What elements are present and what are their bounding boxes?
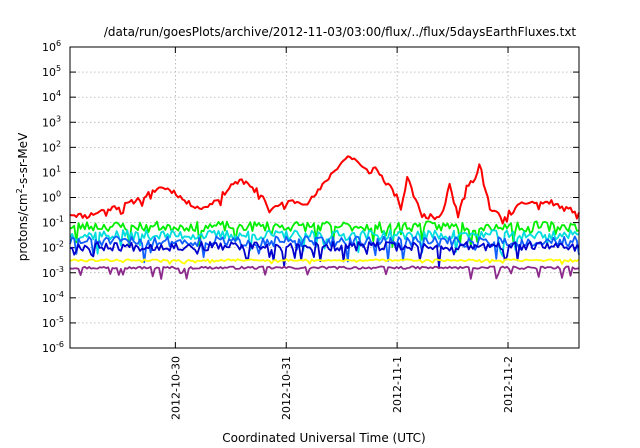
y-tick-exponent: 3 xyxy=(56,114,61,123)
y-tick-base: 10 xyxy=(42,91,56,104)
x-tick-label: 2012-10-30 xyxy=(169,356,182,420)
y-tick-label: 10 xyxy=(42,116,56,129)
series-line xyxy=(69,229,579,257)
y-tick-label: 10 xyxy=(42,292,56,305)
grid xyxy=(70,47,579,348)
y-tick-base: 10 xyxy=(42,141,56,154)
y-tick-exponent: 2 xyxy=(56,139,61,148)
x-axis: 2012-10-30 2012-10-31 2012-11-1 2012-11-2 xyxy=(169,47,515,420)
y-tick-exponent: 1 xyxy=(56,164,61,173)
y-tick-base: 10 xyxy=(42,217,56,230)
y-tick-label: 10 xyxy=(42,41,56,54)
y-tick-label: 10 xyxy=(42,342,56,355)
y-tick-exponent: -3 xyxy=(56,265,64,274)
y-tick-exponent: 6 xyxy=(56,39,61,48)
y-tick-label: 10 xyxy=(42,166,56,179)
y-tick-label: 10 xyxy=(42,141,56,154)
y-tick-label: 10 xyxy=(42,66,56,79)
y-tick-exponent: -4 xyxy=(56,290,64,299)
y-tick-exponent: 0 xyxy=(56,190,61,199)
y-tick-exponent: -2 xyxy=(56,240,64,249)
series-line xyxy=(69,258,580,265)
plot-frame xyxy=(69,46,580,349)
y-tick-base: 10 xyxy=(42,192,56,205)
y-tick-base: 10 xyxy=(42,166,56,179)
y-tick-exponent: -1 xyxy=(56,215,64,224)
x-tick-label: 2012-11-2 xyxy=(502,356,515,413)
y-label-unit: protons/cm xyxy=(16,193,30,261)
x-tick-label: 2012-10-31 xyxy=(280,356,293,420)
y-tick-base: 10 xyxy=(42,342,56,355)
series-group xyxy=(69,155,580,280)
y-tick-label: 10 xyxy=(42,192,56,205)
x-tick-label: 2012-11-1 xyxy=(391,356,404,413)
y-tick-label: 10 xyxy=(42,267,56,280)
series-line xyxy=(69,235,580,264)
y-tick-label: 10 xyxy=(42,242,56,255)
y-tick-base: 10 xyxy=(42,242,56,255)
y-tick-base: 10 xyxy=(42,116,56,129)
y-tick-label: 10 xyxy=(42,317,56,330)
y-tick-base: 10 xyxy=(42,41,56,54)
y-tick-label: 10 xyxy=(42,91,56,104)
y-axis-label: protons/cm2-s-sr-MeV xyxy=(15,132,30,261)
chart-title: /data/run/goesPlots/archive/2012-11-03/0… xyxy=(104,25,577,39)
y-axis: 10 -610 -510 -410 -310 -210 -110 010 110 210 310 41… xyxy=(42,39,579,355)
y-label-unit-tail: -s-sr-MeV xyxy=(16,132,30,188)
y-tick-base: 10 xyxy=(42,292,56,305)
series-line xyxy=(69,155,580,225)
y-tick-base: 10 xyxy=(42,66,56,79)
y-label-superscript: 2 xyxy=(15,188,24,193)
series-line xyxy=(69,240,580,268)
y-tick-exponent: 4 xyxy=(56,89,61,98)
y-tick-exponent: -5 xyxy=(56,315,64,324)
series-line xyxy=(69,220,580,248)
y-tick-base: 10 xyxy=(42,267,56,280)
x-axis-label: Coordinated Universal Time (UTC) xyxy=(222,431,425,445)
series-line xyxy=(69,265,580,280)
y-tick-label: 10 xyxy=(42,217,56,230)
y-tick-exponent: 5 xyxy=(56,64,61,73)
y-tick-base: 10 xyxy=(42,317,56,330)
y-tick-exponent: -6 xyxy=(56,340,64,349)
